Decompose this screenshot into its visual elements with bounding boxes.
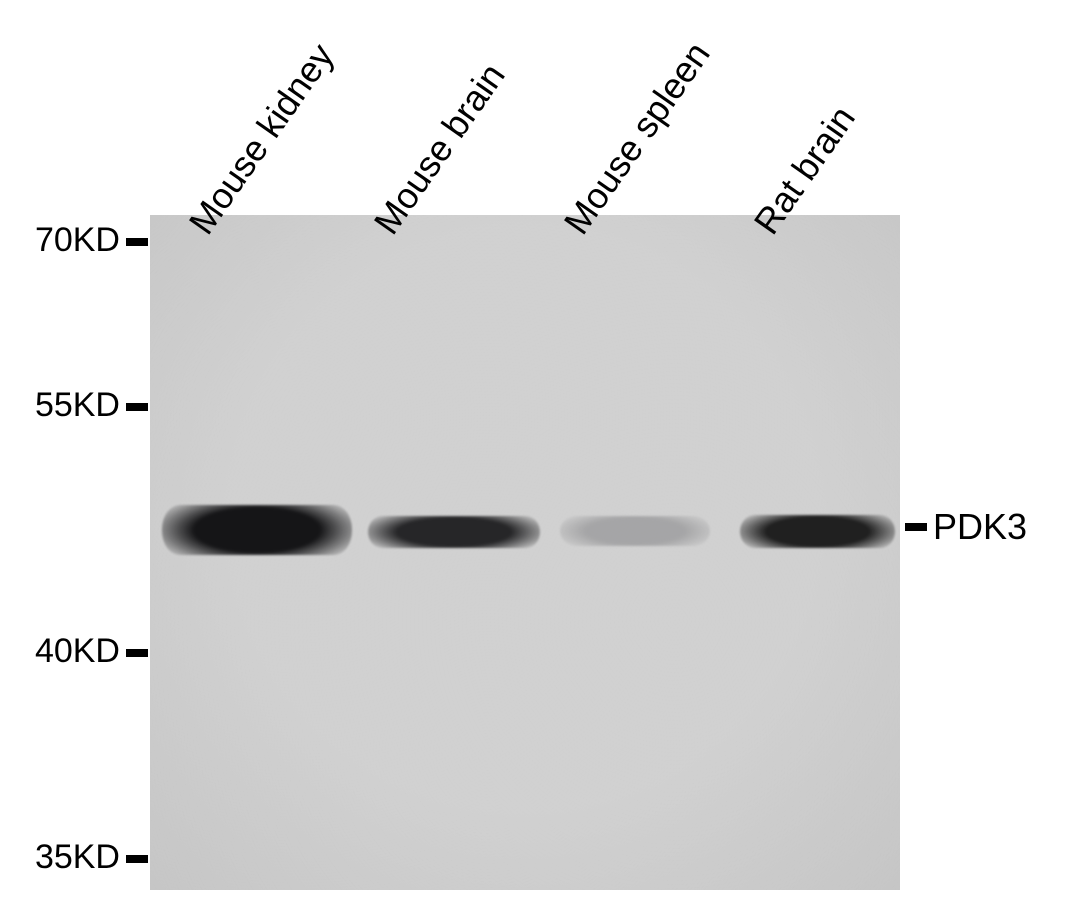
band-lane-0 xyxy=(162,505,352,555)
western-blot-figure: Mouse kidney Mouse brain Mouse spleen Ra… xyxy=(0,0,1080,909)
mw-marker-40: 40KD xyxy=(0,632,120,671)
lane-label-0: Mouse kidney xyxy=(181,36,343,242)
mw-marker-55: 55KD xyxy=(0,386,120,425)
mw-tick-35 xyxy=(126,855,148,863)
target-tick xyxy=(905,523,927,531)
mw-marker-70: 70KD xyxy=(0,221,120,260)
target-label: PDK3 xyxy=(905,506,1027,548)
mw-marker-35: 35KD xyxy=(0,838,120,877)
band-lane-3 xyxy=(740,515,895,548)
mw-tick-70 xyxy=(126,238,148,246)
target-text: PDK3 xyxy=(933,506,1027,548)
lane-label-2: Mouse spleen xyxy=(556,34,719,242)
band-lane-2 xyxy=(560,516,710,546)
mw-tick-55 xyxy=(126,403,148,411)
band-lane-1 xyxy=(368,516,540,548)
mw-tick-40 xyxy=(126,649,148,657)
